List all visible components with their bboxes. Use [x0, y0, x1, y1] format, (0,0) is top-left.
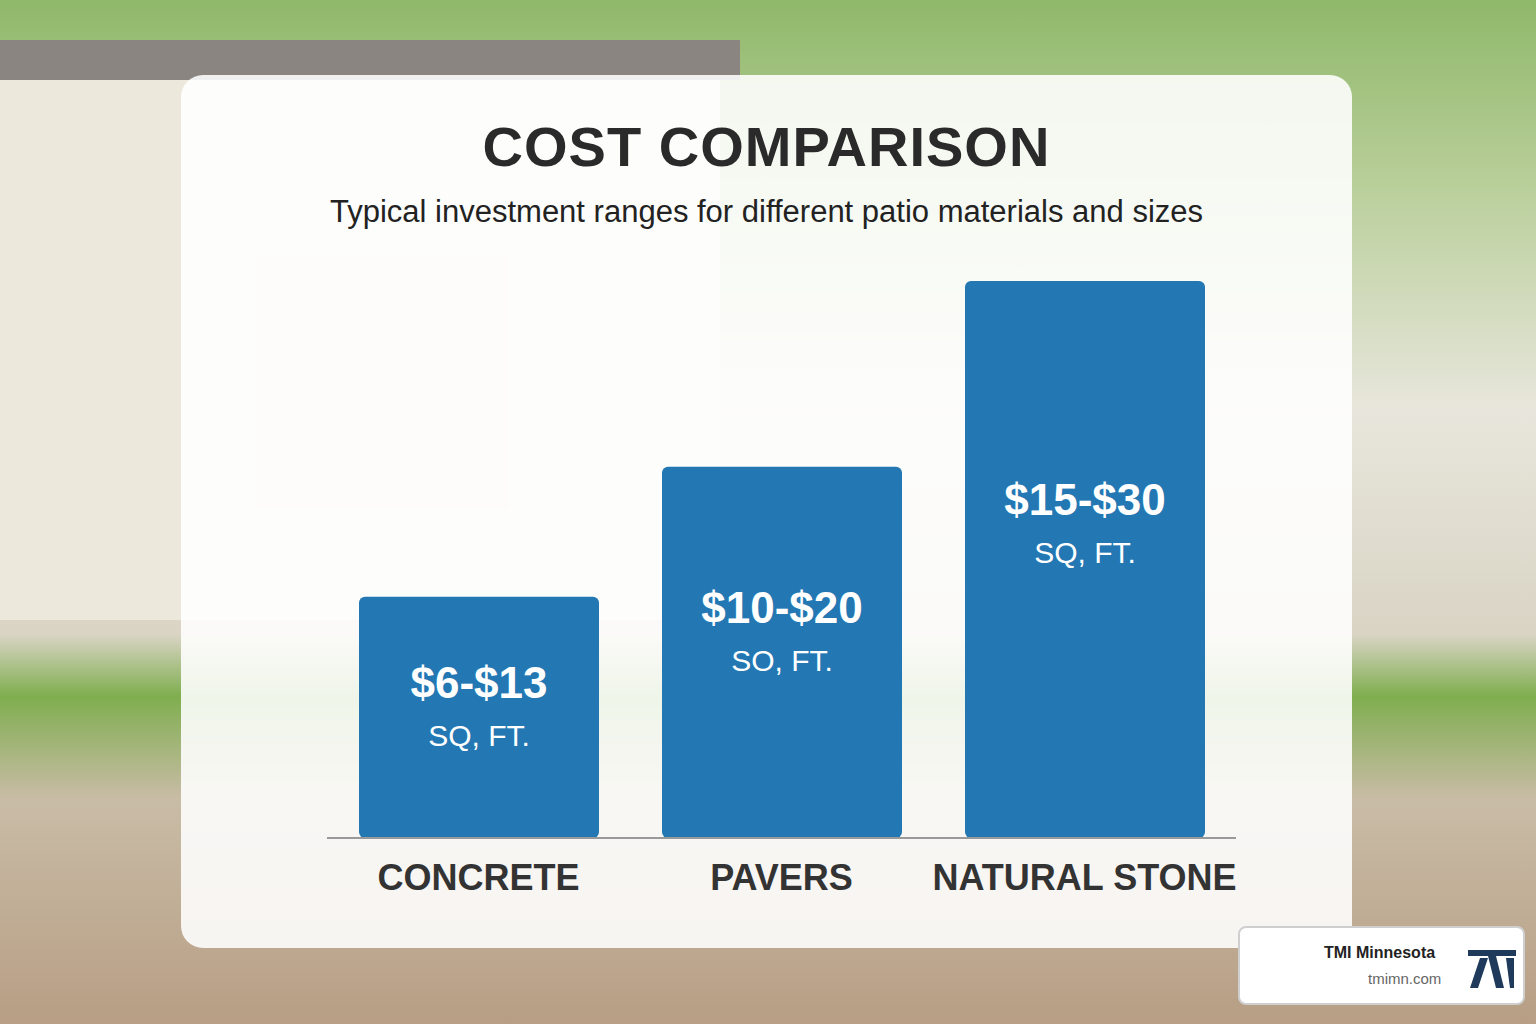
svg-text:$6-$13: $6-$13	[410, 658, 547, 707]
svg-text:$10-$20: $10-$20	[701, 583, 862, 632]
svg-text:PAVERS: PAVERS	[710, 857, 853, 898]
svg-text:SO, FT.: SO, FT.	[731, 644, 833, 677]
html-text:COST COMPARISON: COST COMPARISON	[482, 115, 1051, 178]
svg-text:CONCRETE: CONCRETE	[377, 857, 579, 898]
svg-text:SQ, FT.: SQ, FT.	[428, 719, 530, 752]
html-text:TMI Minnesota: TMI Minnesota	[1324, 944, 1436, 961]
svg-text:$15-$30: $15-$30	[1004, 475, 1165, 524]
html-text:Typical investment ranges for: Typical investment ranges for different …	[330, 194, 1203, 229]
svg-text:NATURAL STONE: NATURAL STONE	[932, 857, 1236, 898]
html-text:tmimn.com: tmimn.com	[1368, 970, 1442, 987]
svg-text:SQ, FT.: SQ, FT.	[1034, 536, 1136, 569]
